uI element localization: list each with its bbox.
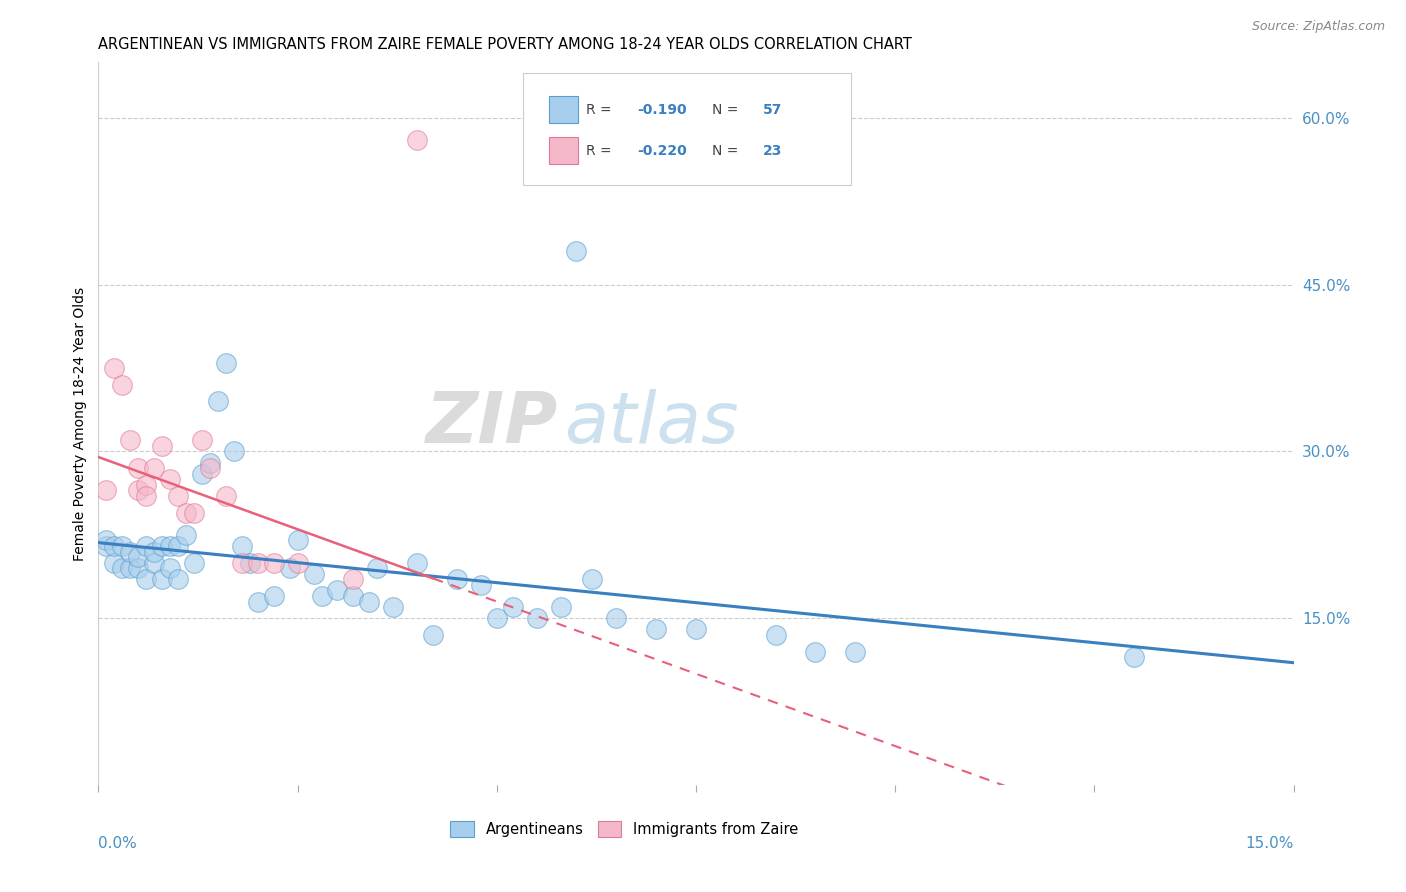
Point bbox=[581, 572, 603, 586]
Point bbox=[359, 594, 381, 608]
Point bbox=[804, 644, 827, 658]
Point bbox=[222, 444, 245, 458]
FancyBboxPatch shape bbox=[523, 73, 852, 186]
Point bbox=[96, 533, 118, 548]
FancyBboxPatch shape bbox=[548, 96, 578, 123]
Point bbox=[342, 572, 364, 586]
Legend: Argentineans, Immigrants from Zaire: Argentineans, Immigrants from Zaire bbox=[444, 815, 804, 843]
Point bbox=[645, 623, 668, 637]
FancyBboxPatch shape bbox=[548, 137, 578, 164]
Point bbox=[526, 611, 548, 625]
Point bbox=[174, 506, 197, 520]
Point bbox=[150, 539, 173, 553]
Text: ARGENTINEAN VS IMMIGRANTS FROM ZAIRE FEMALE POVERTY AMONG 18-24 YEAR OLDS CORREL: ARGENTINEAN VS IMMIGRANTS FROM ZAIRE FEM… bbox=[98, 37, 912, 52]
Text: -0.220: -0.220 bbox=[637, 144, 688, 158]
Point bbox=[1123, 650, 1146, 665]
Point bbox=[565, 244, 588, 259]
Point bbox=[263, 589, 285, 603]
Point bbox=[167, 489, 190, 503]
Point bbox=[198, 456, 221, 470]
Text: 23: 23 bbox=[763, 144, 782, 158]
Point bbox=[127, 561, 149, 575]
Point bbox=[143, 461, 166, 475]
Point bbox=[422, 628, 444, 642]
Point bbox=[103, 556, 125, 570]
Point bbox=[550, 600, 572, 615]
Point bbox=[326, 583, 349, 598]
Point bbox=[231, 556, 253, 570]
Text: 0.0%: 0.0% bbox=[98, 836, 138, 851]
Point bbox=[311, 589, 333, 603]
Point bbox=[135, 489, 157, 503]
Point bbox=[127, 461, 149, 475]
Point bbox=[167, 539, 190, 553]
Point bbox=[150, 439, 173, 453]
Text: 15.0%: 15.0% bbox=[1246, 836, 1294, 851]
Point bbox=[844, 644, 866, 658]
Point bbox=[765, 628, 787, 642]
Point bbox=[342, 589, 364, 603]
Point bbox=[127, 550, 149, 565]
Point bbox=[470, 578, 492, 592]
Point bbox=[278, 561, 301, 575]
Point bbox=[287, 556, 309, 570]
Point bbox=[150, 572, 173, 586]
Point bbox=[96, 539, 118, 553]
Point bbox=[215, 489, 238, 503]
Point bbox=[246, 556, 269, 570]
Point bbox=[263, 556, 285, 570]
Text: atlas: atlas bbox=[565, 389, 740, 458]
Point bbox=[159, 561, 181, 575]
Point bbox=[111, 561, 134, 575]
Point bbox=[96, 483, 118, 498]
Point bbox=[302, 566, 325, 581]
Point bbox=[135, 572, 157, 586]
Point bbox=[382, 600, 405, 615]
Y-axis label: Female Poverty Among 18-24 Year Olds: Female Poverty Among 18-24 Year Olds bbox=[73, 286, 87, 561]
Point bbox=[191, 467, 214, 481]
Point bbox=[446, 572, 468, 586]
Point bbox=[406, 133, 429, 147]
Point bbox=[215, 355, 238, 369]
Text: N =: N = bbox=[711, 103, 742, 117]
Point bbox=[191, 434, 214, 448]
Point bbox=[183, 556, 205, 570]
Point bbox=[183, 506, 205, 520]
Point bbox=[159, 472, 181, 486]
Point bbox=[103, 539, 125, 553]
Point bbox=[135, 539, 157, 553]
Point bbox=[111, 377, 134, 392]
Point bbox=[406, 556, 429, 570]
Point bbox=[485, 611, 508, 625]
Text: R =: R = bbox=[586, 103, 616, 117]
Point bbox=[143, 544, 166, 558]
Text: ZIP: ZIP bbox=[426, 389, 558, 458]
Text: R =: R = bbox=[586, 144, 616, 158]
Point bbox=[120, 544, 142, 558]
Point bbox=[366, 561, 388, 575]
Point bbox=[246, 594, 269, 608]
Point bbox=[605, 611, 627, 625]
Point bbox=[502, 600, 524, 615]
Point bbox=[231, 539, 253, 553]
Text: Source: ZipAtlas.com: Source: ZipAtlas.com bbox=[1251, 20, 1385, 33]
Point bbox=[174, 528, 197, 542]
Point bbox=[127, 483, 149, 498]
Point bbox=[120, 434, 142, 448]
Point bbox=[685, 623, 707, 637]
Point bbox=[120, 561, 142, 575]
Point bbox=[143, 556, 166, 570]
Point bbox=[207, 394, 229, 409]
Point bbox=[287, 533, 309, 548]
Point bbox=[159, 539, 181, 553]
Point bbox=[167, 572, 190, 586]
Point bbox=[111, 539, 134, 553]
Text: 57: 57 bbox=[763, 103, 782, 117]
Text: -0.190: -0.190 bbox=[637, 103, 688, 117]
Text: N =: N = bbox=[711, 144, 742, 158]
Point bbox=[198, 461, 221, 475]
Point bbox=[239, 556, 262, 570]
Point bbox=[103, 361, 125, 376]
Point bbox=[135, 478, 157, 492]
